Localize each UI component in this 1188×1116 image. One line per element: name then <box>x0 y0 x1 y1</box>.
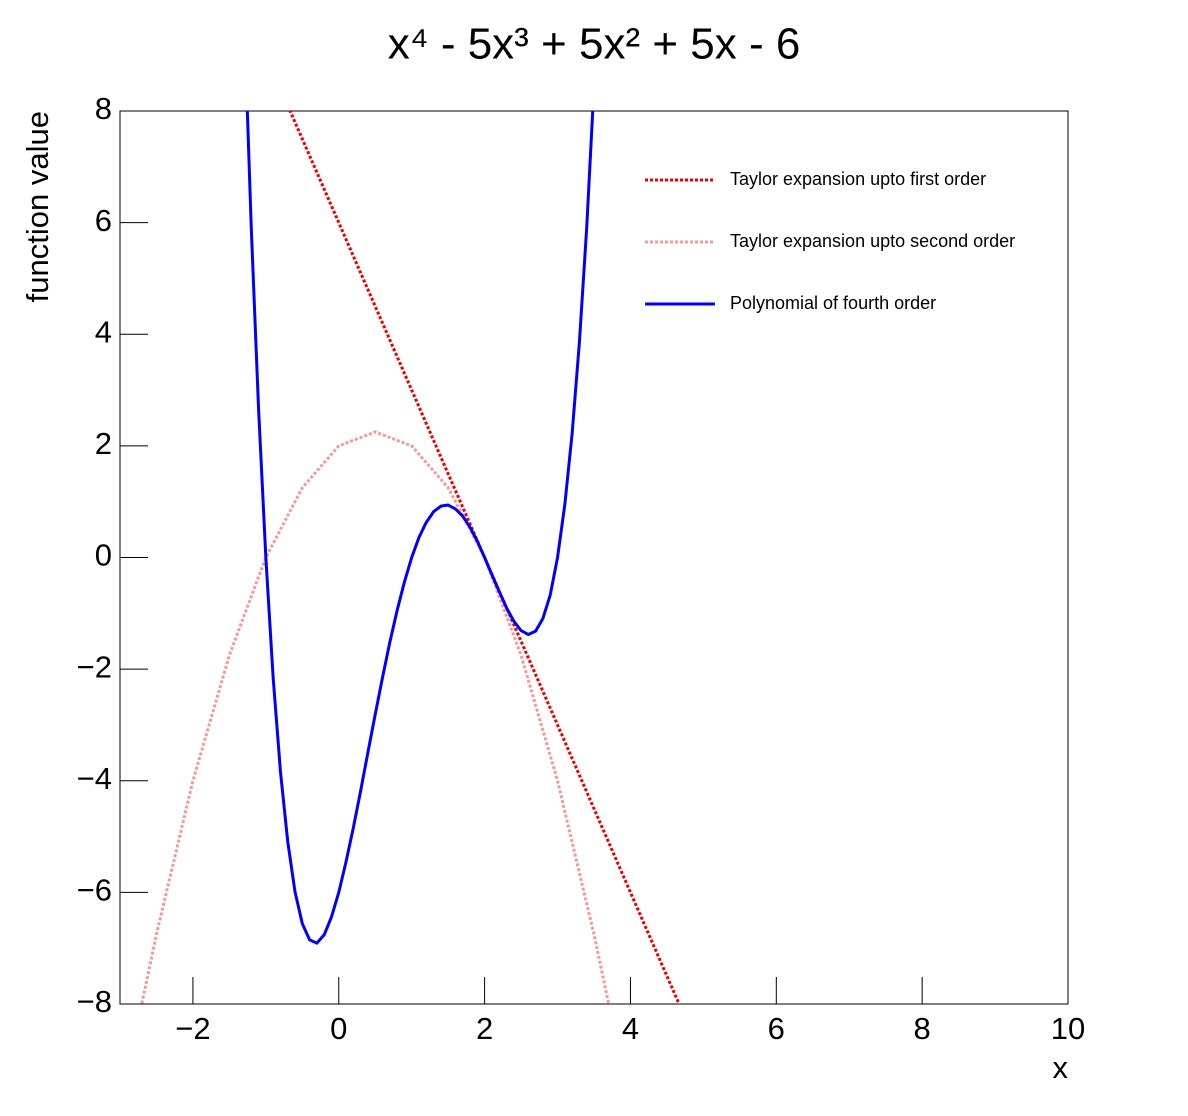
series-line <box>140 430 611 1004</box>
plot-area <box>140 111 681 1004</box>
x-tick-label: 6 <box>768 1011 785 1046</box>
legend-label: Taylor expansion upto second order <box>730 231 1015 251</box>
y-tick-label: −2 <box>77 649 112 684</box>
x-tick-label: 0 <box>330 1011 347 1046</box>
y-tick-label: −4 <box>77 761 112 796</box>
x-axis-label: x <box>1053 1050 1069 1085</box>
y-tick-label: 0 <box>95 538 112 573</box>
y-tick-label: 2 <box>95 426 112 461</box>
series-line <box>245 111 595 945</box>
y-axis-label: function value <box>20 111 55 302</box>
x-tick-label: 4 <box>622 1011 639 1046</box>
y-tick-label: −6 <box>77 873 112 908</box>
series-line <box>288 111 681 1004</box>
x-tick-label: 2 <box>476 1011 493 1046</box>
y-tick-label: 8 <box>95 91 112 126</box>
y-tick-label: −8 <box>77 984 112 1019</box>
x-tick-label: 8 <box>914 1011 931 1046</box>
chart-title: x⁴ - 5x³ + 5x² + 5x - 6 <box>388 20 801 69</box>
legend-label: Polynomial of fourth order <box>730 293 936 313</box>
y-tick-label: 6 <box>95 203 112 238</box>
x-tick-label: 10 <box>1051 1011 1085 1046</box>
x-tick-label: −2 <box>175 1011 210 1046</box>
legend-label: Taylor expansion upto first order <box>730 169 986 189</box>
y-tick-label: 4 <box>95 314 112 349</box>
